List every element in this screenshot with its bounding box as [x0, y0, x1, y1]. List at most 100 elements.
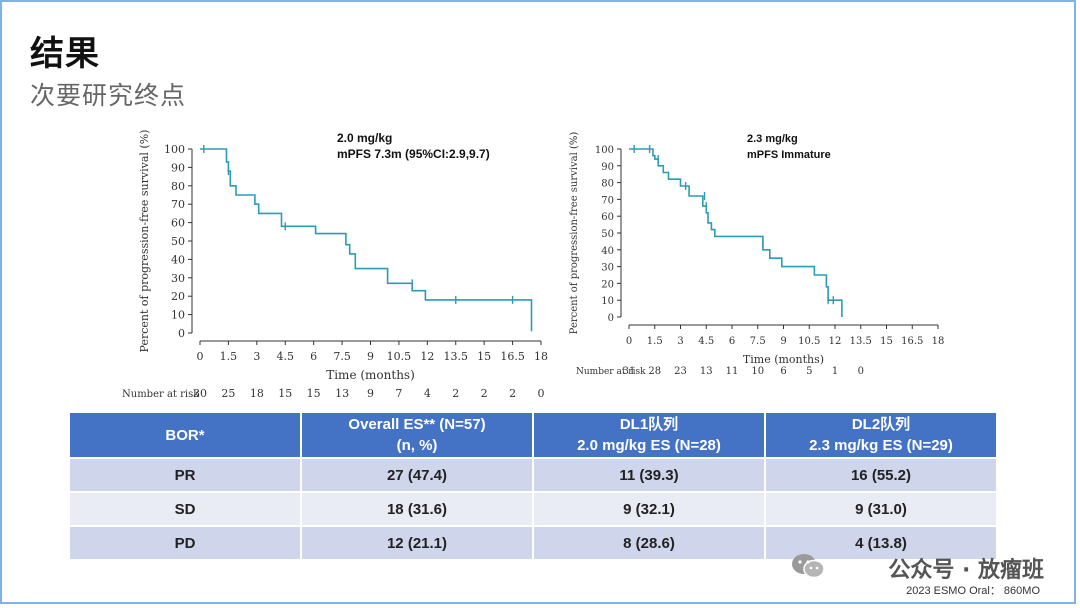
y-tick-label: 20 — [601, 279, 614, 290]
x-tick-label: 3 — [253, 350, 260, 363]
x-tick-label: 18 — [932, 336, 945, 347]
number-at-risk-value: 11 — [726, 366, 739, 377]
number-at-risk-value: 6 — [780, 366, 786, 377]
header-dl2: DL2队列 2.3 mg/kg ES (N=29) — [766, 413, 996, 457]
x-tick-label: 9 — [780, 336, 786, 347]
y-axis-label: Percent of progression-free survival (%) — [138, 130, 151, 353]
table-cell: SD — [70, 493, 300, 525]
x-tick-label: 4.5 — [277, 350, 295, 363]
x-tick-label: 15 — [880, 336, 893, 347]
y-tick-label: 80 — [171, 180, 185, 193]
table-cell: 4 (13.8) — [766, 527, 996, 559]
table-cell: 16 (55.2) — [766, 459, 996, 491]
x-tick-label: 16.5 — [500, 350, 525, 363]
x-axis-label: Time (months) — [743, 353, 824, 366]
table-cell: 27 (47.4) — [302, 459, 532, 491]
km-chart-2-3mg: 0 10 20 30 40 50 60 70 80 90 100 0 1.5 3 4.5 6 7.5 9 10.5 1… — [569, 132, 945, 377]
number-at-risk-value: 1 — [832, 366, 838, 377]
header-bor: BOR* — [70, 413, 300, 457]
number-at-risk-value: 0 — [858, 366, 864, 377]
chart-annotation-mpfs: mPFS Immature — [747, 149, 831, 161]
y-tick-label: 60 — [171, 217, 185, 230]
x-tick-label: 0 — [197, 350, 204, 363]
table-cell: 8 (28.6) — [534, 527, 764, 559]
y-tick-label: 80 — [601, 179, 614, 190]
table-cell: 9 (31.0) — [766, 493, 996, 525]
number-at-risk-value: 10 — [751, 366, 764, 377]
number-at-risk-value: 2 — [509, 387, 516, 400]
x-tick-label: 18 — [534, 350, 548, 363]
x-tick-label: 15 — [477, 350, 491, 363]
table-cell: 12 (21.1) — [302, 527, 532, 559]
x-tick-label: 6 — [729, 336, 735, 347]
number-at-risk-value: 28 — [648, 366, 661, 377]
y-tick-label: 100 — [595, 145, 614, 156]
number-at-risk-value: 9 — [367, 387, 374, 400]
x-tick-label: 10.5 — [798, 336, 820, 347]
x-tick-label: 6 — [310, 350, 317, 363]
number-at-risk-value: 13 — [700, 366, 713, 377]
slide-subtitle: 次要研究终点 — [30, 81, 187, 110]
y-tick-label: 40 — [171, 253, 185, 266]
table-cell: 18 (31.6) — [302, 493, 532, 525]
table-cell: 9 (32.1) — [534, 493, 764, 525]
x-tick-label: 3 — [677, 336, 683, 347]
y-tick-label: 60 — [601, 212, 614, 223]
x-tick-label: 0 — [626, 336, 632, 347]
y-tick-label: 30 — [601, 263, 614, 274]
x-tick-label: 7.5 — [750, 336, 766, 347]
number-at-risk-value: 15 — [307, 387, 321, 400]
y-tick-label: 30 — [171, 272, 185, 285]
number-at-risk-label: Number at risk — [122, 389, 200, 400]
x-tick-label: 13.5 — [444, 350, 469, 363]
table-cell: PD — [70, 527, 300, 559]
number-at-risk-value: 15 — [278, 387, 292, 400]
table-header-row: BOR* Overall ES** (N=57) (n, %) DL1队列 2.0 … — [70, 413, 996, 457]
y-tick-label: 0 — [178, 327, 185, 340]
y-axis-label: Percent of progression-free survival (%) — [569, 132, 580, 335]
wechat-icon — [792, 554, 825, 579]
x-tick-label: 9 — [367, 350, 374, 363]
number-at-risk-value: 4 — [424, 387, 431, 400]
chart-annotation-dose: 2.3 mg/kg — [747, 133, 798, 145]
number-at-risk-value: 5 — [806, 366, 812, 377]
table-row: PD 12 (21.1) 8 (28.6) 4 (13.8) — [70, 527, 996, 559]
x-tick-label: 1.5 — [647, 336, 663, 347]
y-tick-label: 70 — [601, 195, 614, 206]
x-tick-label: 12 — [829, 336, 842, 347]
watermark-text: 公众号 · 放瘤班 — [888, 558, 1044, 583]
header-dl1: DL1队列 2.0 mg/kg ES (N=28) — [534, 413, 764, 457]
number-at-risk-value: 25 — [221, 387, 235, 400]
number-at-risk-value: 18 — [250, 387, 264, 400]
slide-title: 结果 — [30, 34, 100, 74]
number-at-risk-value: 31 — [623, 366, 636, 377]
y-tick-label: 20 — [171, 290, 185, 303]
table-cell: 11 (39.3) — [534, 459, 764, 491]
x-tick-label: 1.5 — [220, 350, 238, 363]
y-tick-label: 0 — [608, 313, 614, 324]
number-at-risk-label: Number at risk — [576, 367, 646, 377]
table-cell: PR — [70, 459, 300, 491]
chart-annotation-dose: 2.0 mg/kg — [337, 131, 392, 145]
x-tick-label: 12 — [420, 350, 434, 363]
bor-table: BOR* Overall ES** (N=57) (n, %) DL1队列 2.0 … — [68, 411, 998, 561]
number-at-risk-value: 2 — [481, 387, 488, 400]
y-tick-label: 100 — [164, 143, 185, 156]
y-tick-label: 10 — [601, 296, 614, 307]
chart-annotation-mpfs: mPFS 7.3m (95%CI:2.9,9.7) — [337, 147, 490, 161]
x-tick-label: 7.5 — [333, 350, 351, 363]
survival-curve — [629, 148, 843, 317]
y-tick-label: 10 — [171, 309, 185, 322]
number-at-risk-value: 13 — [335, 387, 349, 400]
x-tick-label: 13.5 — [850, 336, 872, 347]
number-at-risk-value: 23 — [674, 366, 687, 377]
y-tick-label: 90 — [171, 161, 185, 174]
x-axis-label: Time (months) — [326, 368, 415, 382]
number-at-risk-value: 0 — [538, 387, 545, 400]
number-at-risk-value: 2 — [452, 387, 459, 400]
y-tick-label: 50 — [601, 229, 614, 240]
table-row: PR 27 (47.4) 11 (39.3) 16 (55.2) — [70, 459, 996, 491]
header-overall: Overall ES** (N=57) (n, %) — [302, 413, 532, 457]
y-tick-label: 40 — [601, 246, 614, 257]
